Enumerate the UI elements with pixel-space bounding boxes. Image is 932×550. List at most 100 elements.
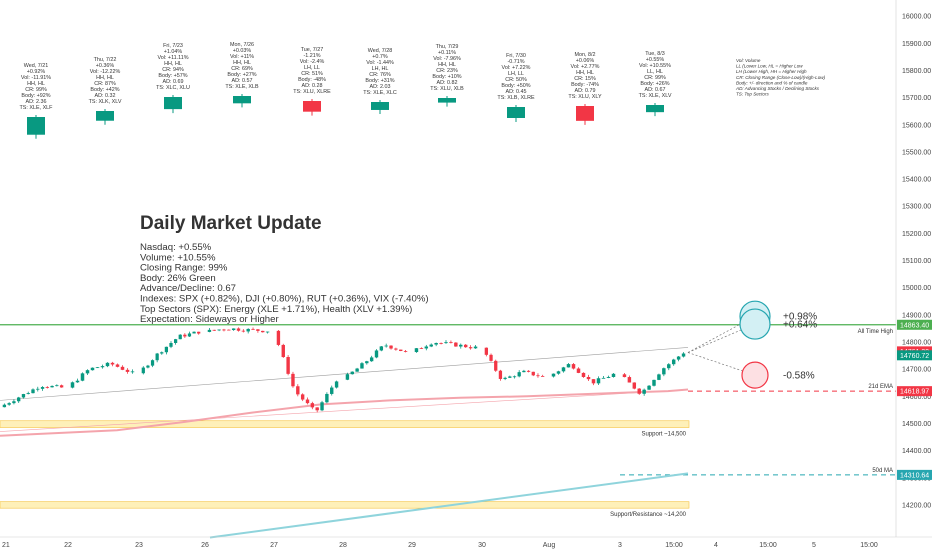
day-card-line: -1.21%	[303, 53, 320, 59]
candle-body	[130, 371, 135, 373]
candle-body	[350, 371, 354, 375]
time-tick-label: 26	[201, 542, 209, 549]
day-candle-body	[96, 111, 114, 121]
candle-body	[31, 389, 35, 394]
candle-body	[291, 373, 295, 387]
candle-body	[192, 331, 196, 334]
headline-title: Daily Market Update	[140, 213, 322, 234]
projection-target-marker	[741, 361, 769, 389]
legend-note: LL (Lower Low, HL = Higher Low	[736, 64, 803, 69]
day-card-line: TS: XLU, XLY	[568, 94, 602, 100]
headline-line: Top Sectors (SPX): Energy (XLE +1.71%), …	[140, 304, 412, 315]
day-card-line: Vol: +10.55%	[639, 63, 671, 69]
time-tick-label: 21	[2, 542, 10, 549]
day-card-line: CR: 99%	[25, 87, 47, 93]
candle-body	[576, 368, 581, 373]
candle-body	[671, 359, 676, 365]
candle-body	[444, 342, 448, 344]
time-tick-label: 23	[135, 542, 143, 549]
day-card-line: HH, HL	[27, 81, 45, 87]
day-card-line: HH, HL	[233, 60, 251, 66]
candle-body	[503, 377, 507, 379]
candle-body	[601, 377, 606, 379]
price-tag-label: 14863.40	[900, 322, 929, 329]
day-candle-body	[507, 107, 525, 118]
price-tick-label: 14900.00	[902, 312, 931, 319]
candle-body	[627, 377, 632, 383]
day-card-line: Fri, 7/30	[506, 53, 526, 59]
price-axis[interactable]: 16000.00 15900.00 15800.00 15700.00 15600.00…	[902, 14, 931, 510]
day-card-line: AD: 2.36	[26, 99, 47, 105]
candle-body	[459, 344, 463, 347]
price-tick-label: 15400.00	[902, 177, 931, 184]
price-tick-label: 14500.00	[902, 421, 931, 428]
candle-body	[183, 334, 187, 337]
candle-body	[454, 342, 458, 347]
candle-body	[399, 349, 403, 351]
candle-body	[40, 387, 45, 389]
candle-body	[310, 403, 315, 408]
day-card-line: LH, LL	[508, 71, 524, 77]
price-tick-label: 16000.00	[902, 14, 931, 21]
time-tick-label: 3	[618, 542, 622, 549]
candle-body	[586, 376, 591, 380]
candle-body	[187, 333, 192, 337]
candle-body	[662, 368, 666, 375]
candle-body	[667, 364, 671, 369]
candle-body	[251, 328, 255, 330]
day-card-line: Vol: +11%	[230, 54, 254, 60]
candle-body	[369, 357, 374, 362]
candle-body	[494, 360, 498, 371]
day-card-line: Tue, 8/3	[645, 51, 665, 57]
time-tick-label: 29	[408, 542, 416, 549]
day-card-line: AD: 0.67	[645, 87, 666, 93]
day-card-line: HH, HL	[576, 70, 594, 76]
support-resistance-label: Support/Resistance ~14,200	[610, 512, 687, 518]
day-card-line: +1.04%	[164, 49, 183, 55]
time-tick-label: 30	[478, 542, 486, 549]
candle-body	[652, 379, 656, 386]
headline-line: Closing Range: 99%	[140, 263, 228, 274]
day-card-line: CR: 87%	[94, 81, 116, 87]
trend-line-lower	[0, 389, 689, 432]
candle-body	[50, 385, 54, 388]
candle-body	[222, 329, 226, 331]
price-tag-label: 14310.64	[900, 472, 929, 479]
candle-body	[374, 350, 379, 358]
candle-body	[379, 346, 384, 351]
day-card-line: +0.7%	[372, 54, 388, 60]
day-card-line: Vol: -7.96%	[433, 56, 461, 62]
time-tick-label: 28	[339, 542, 347, 549]
candle-body	[571, 364, 576, 369]
time-tick-label: 27	[270, 542, 278, 549]
candle-body	[498, 370, 503, 379]
candle-body	[7, 403, 11, 405]
candle-body	[217, 329, 221, 331]
candle-body	[642, 389, 646, 394]
time-tick-label: 5	[812, 542, 816, 549]
candle-body	[2, 404, 7, 408]
day-card-line: CR: 69%	[231, 66, 253, 72]
candle-body	[236, 328, 241, 331]
candle-body	[429, 344, 433, 347]
candle-body	[55, 385, 59, 387]
candle-body	[463, 344, 468, 348]
all-time-high-label: All Time High	[858, 329, 893, 335]
candle-body	[389, 345, 393, 349]
day-candle-body	[576, 106, 594, 121]
candle-body	[300, 394, 305, 400]
candle-body	[365, 361, 369, 364]
day-card-line: Body: -48%	[298, 77, 326, 83]
candle-body	[531, 371, 535, 376]
time-axis[interactable]: 21 22 23 26 27 28 29 30 Aug 3 15:00 4 15:00 5 15:00	[2, 542, 878, 549]
price-tick-label: 15800.00	[902, 68, 931, 75]
candle-body	[566, 364, 571, 368]
time-tick-label: 22	[64, 542, 72, 549]
day-card-line: Vol: -11.91%	[21, 75, 51, 81]
time-tick-label: 15:00	[860, 542, 878, 549]
day-card-line: CR: 99%	[644, 75, 666, 81]
day-card-line: Body: +42%	[90, 87, 119, 93]
ma-50d-label: 50d MA	[872, 468, 893, 474]
